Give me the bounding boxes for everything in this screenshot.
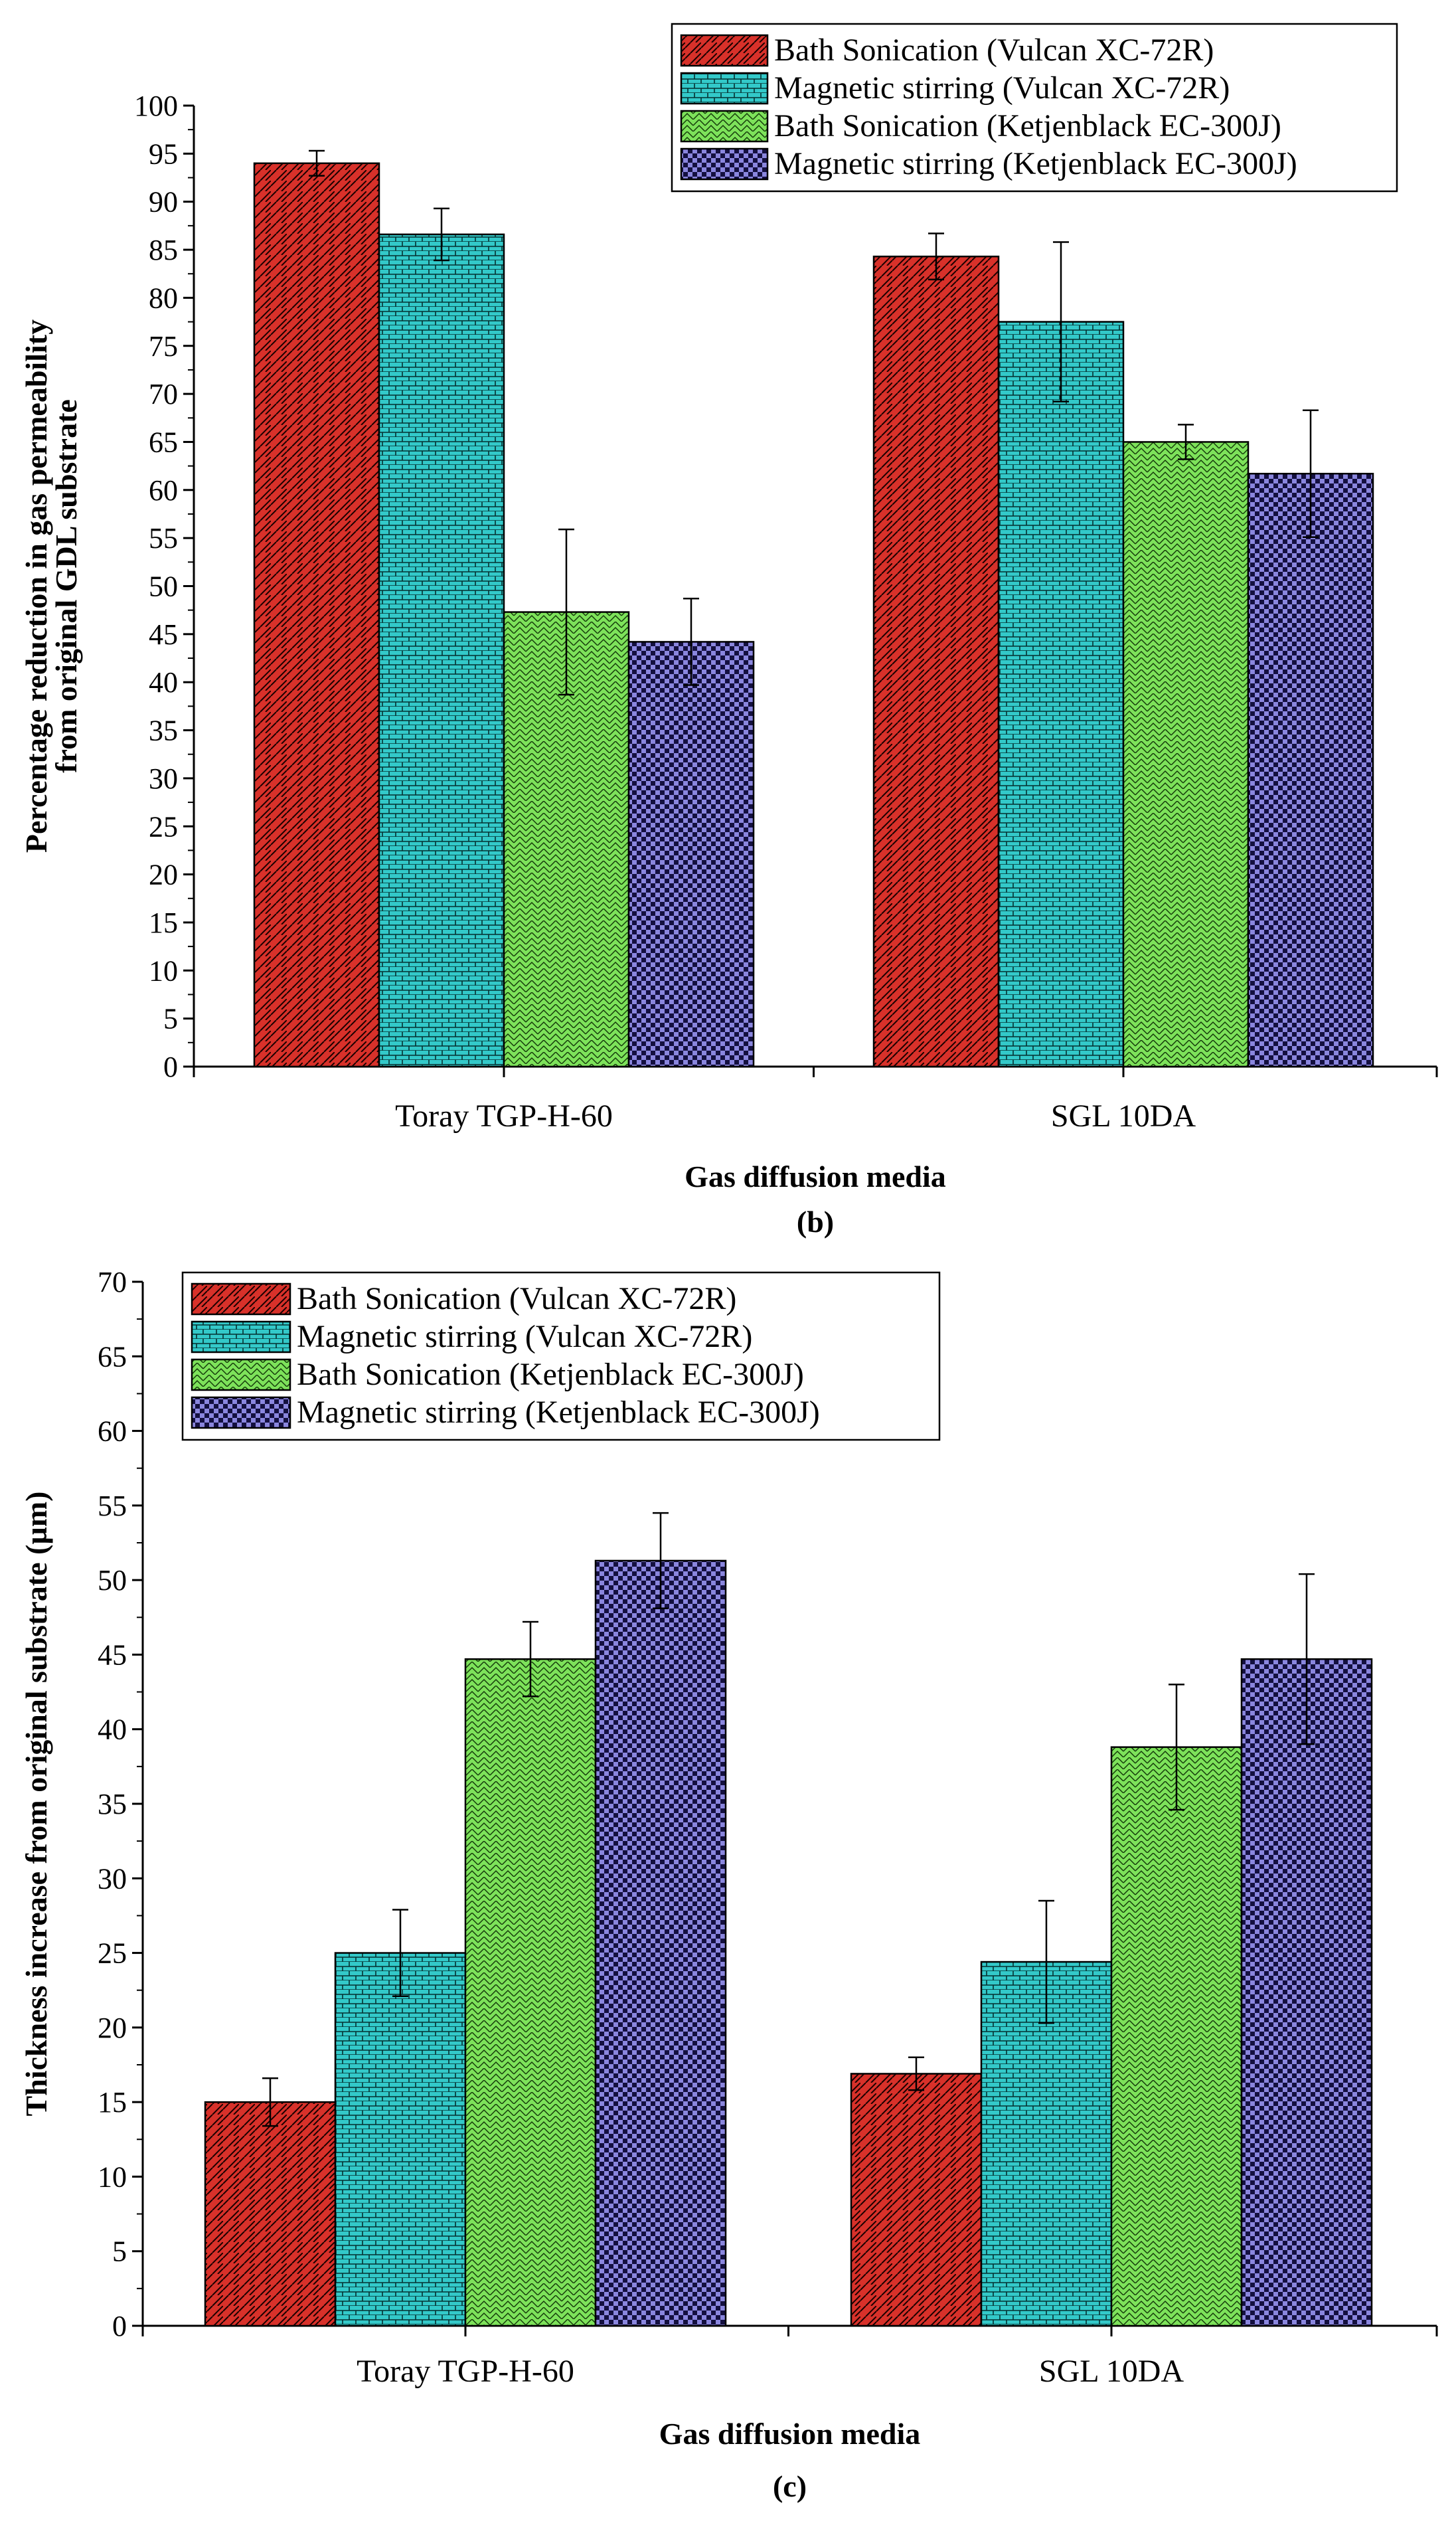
y-tick-label: 65 [149, 426, 178, 458]
bar [850, 2073, 983, 2327]
y-axis-title-line2: from original GDL substrate [49, 399, 83, 773]
y-tick-label: 55 [98, 1490, 127, 1522]
y-tick-label: 55 [149, 522, 178, 555]
legend-label: Magnetic stirring (Ketjenblack EC-300J) [297, 1395, 820, 1430]
y-tick-label: 40 [149, 666, 178, 699]
y-tick-label: 85 [149, 234, 178, 266]
legend-swatch [191, 1396, 291, 1429]
legend-swatch [680, 110, 769, 143]
y-tick-label: 20 [98, 2012, 127, 2044]
y-tick-label: 60 [149, 474, 178, 507]
y-tick-label: 25 [149, 810, 178, 843]
legend-label: Bath Sonication (Ketjenblack EC-300J) [297, 1357, 804, 1392]
bar [1122, 441, 1250, 1068]
legend-box [671, 23, 1398, 193]
bar [872, 255, 1000, 1068]
bar [253, 162, 380, 1068]
legend-label: Bath Sonication (Ketjenblack EC-300J) [774, 108, 1281, 143]
bar [1110, 1746, 1243, 2327]
y-tick-label: 45 [149, 618, 178, 651]
bar [378, 233, 505, 1068]
bar [204, 2101, 337, 2327]
legend-swatch [191, 1282, 291, 1316]
y-tick-label: 95 [149, 137, 178, 170]
legend-swatch [191, 1320, 291, 1354]
x-axis-title: Gas diffusion media [659, 2417, 921, 2451]
y-tick-label: 5 [163, 1003, 178, 1035]
y-tick-label: 15 [149, 907, 178, 939]
bar [594, 1559, 727, 2327]
bar [627, 641, 755, 1068]
y-tick-label: 10 [98, 2160, 127, 2193]
panel-label: (c) [773, 2469, 807, 2503]
y-tick-label: 0 [112, 2310, 127, 2342]
y-tick-label: 45 [98, 1638, 127, 1671]
y-tick-label: 35 [98, 1788, 127, 1820]
legend-swatch [680, 72, 769, 105]
legend-swatch [680, 34, 769, 67]
bar [334, 1952, 467, 2327]
x-axis-title: Gas diffusion media [685, 1160, 946, 1193]
y-tick-label: 0 [163, 1051, 178, 1083]
y-tick-label: 90 [149, 186, 178, 218]
bar [1247, 472, 1374, 1068]
y-tick-label: 10 [149, 954, 178, 987]
x-category-label: SGL 10DA [1051, 1098, 1196, 1134]
y-axis-title-line1: Percentage reduction in gas permeability [19, 319, 53, 853]
bar [1240, 1658, 1373, 2327]
chart-panel-c: 0 5 10 15 20 25 30 35 40 45 50 55 60 65 70 Toray TGP-H-… [19, 1266, 1438, 2503]
y-tick-label: 100 [134, 90, 178, 122]
legend-box [181, 1271, 941, 1441]
bar [997, 321, 1125, 1068]
legend-label: Magnetic stirring (Vulcan XC-72R) [774, 70, 1230, 106]
x-category-label: Toray TGP-H-60 [395, 1098, 613, 1134]
y-tick-label: 50 [98, 1564, 127, 1597]
y-tick-label: 75 [149, 330, 178, 363]
x-category-label: Toray TGP-H-60 [357, 2354, 574, 2389]
y-tick-label: 50 [149, 570, 178, 603]
legend-swatch [680, 147, 769, 181]
legend-swatch [191, 1358, 291, 1391]
y-tick-label: 40 [98, 1713, 127, 1746]
y-tick-label: 70 [98, 1266, 127, 1298]
chart-panel-b: 0 5 10 15 20 25 30 35 40 45 50 55 60 65 70 75 80 85 90 95 10… [19, 23, 1438, 1239]
legend-label: Magnetic stirring (Vulcan XC-72R) [297, 1319, 752, 1354]
legend-label: Bath Sonication (Vulcan XC-72R) [774, 33, 1214, 68]
y-tick-label: 70 [149, 378, 178, 410]
y-axis-title-line1: Thickness increase from original substra… [19, 1492, 53, 2117]
bar [464, 1658, 597, 2327]
legend-label: Magnetic stirring (Ketjenblack EC-300J) [774, 146, 1297, 181]
y-tick-label: 35 [149, 715, 178, 747]
panel-label: (b) [797, 1205, 834, 1239]
legend-label: Bath Sonication (Vulcan XC-72R) [297, 1281, 736, 1316]
y-tick-label: 5 [112, 2235, 127, 2268]
y-tick-label: 15 [98, 2086, 127, 2119]
x-category-label: SGL 10DA [1039, 2354, 1184, 2389]
y-tick-label: 30 [98, 1862, 127, 1895]
y-tick-label: 60 [98, 1415, 127, 1448]
y-tick-label: 80 [149, 282, 178, 314]
y-tick-label: 25 [98, 1937, 127, 1970]
y-tick-label: 65 [98, 1340, 127, 1373]
y-tick-label: 30 [149, 762, 178, 795]
y-tick-label: 20 [149, 859, 178, 891]
